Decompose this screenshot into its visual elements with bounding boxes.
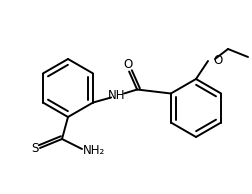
Text: NH₂: NH₂ <box>83 144 105 157</box>
Text: O: O <box>123 58 132 71</box>
Text: S: S <box>31 143 39 156</box>
Text: NH: NH <box>108 89 125 102</box>
Text: O: O <box>212 54 221 67</box>
